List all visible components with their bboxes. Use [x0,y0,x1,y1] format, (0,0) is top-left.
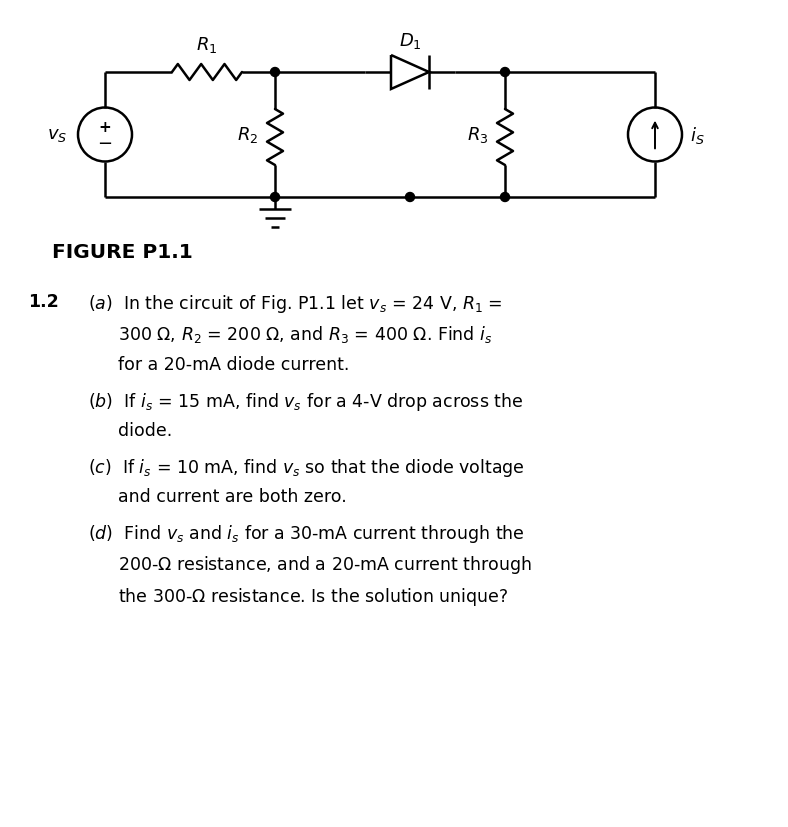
Text: $\mathit{(d)}$  Find $v_s$ and $i_s$ for a 30-mA current through the: $\mathit{(d)}$ Find $v_s$ and $i_s$ for … [88,523,525,544]
Text: $\mathit{(c)}$  If $i_s$ = 10 mA, find $v_s$ so that the diode voltage: $\mathit{(c)}$ If $i_s$ = 10 mA, find $v… [88,457,525,478]
Text: +: + [98,120,111,135]
Text: and current are both zero.: and current are both zero. [118,488,347,505]
Text: $\mathit{(b)}$  If $i_s$ = 15 mA, find $v_s$ for a 4-V drop across the: $\mathit{(b)}$ If $i_s$ = 15 mA, find $v… [88,390,523,412]
Circle shape [500,69,510,78]
Circle shape [270,69,280,78]
Circle shape [406,194,414,203]
Circle shape [500,194,510,203]
Text: $R_1$: $R_1$ [196,35,217,55]
Text: $D_1$: $D_1$ [399,31,422,51]
Text: $\mathit{(a)}$  In the circuit of Fig. P1.1 let $v_s$ = 24 V, $R_1$ =: $\mathit{(a)}$ In the circuit of Fig. P1… [88,293,503,314]
Circle shape [270,194,280,203]
Text: 300 $\Omega$, $R_2$ = 200 $\Omega$, and $R_3$ = 400 $\Omega$. Find $i_s$: 300 $\Omega$, $R_2$ = 200 $\Omega$, and … [118,324,492,345]
Text: 200-$\Omega$ resistance, and a 20-mA current through: 200-$\Omega$ resistance, and a 20-mA cur… [118,554,532,576]
Text: the 300-$\Omega$ resistance. Is the solution unique?: the 300-$\Omega$ resistance. Is the solu… [118,586,508,607]
Text: for a 20-mA diode current.: for a 20-mA diode current. [118,356,349,374]
Text: 1.2: 1.2 [28,293,59,311]
Text: $i_S$: $i_S$ [690,125,704,146]
Text: FIGURE P1.1: FIGURE P1.1 [52,242,193,261]
Text: diode.: diode. [118,422,173,440]
Text: $R_3$: $R_3$ [466,126,488,146]
Text: $R_2$: $R_2$ [236,126,258,146]
Text: $v_S$: $v_S$ [46,127,67,145]
Text: −: − [98,136,113,153]
